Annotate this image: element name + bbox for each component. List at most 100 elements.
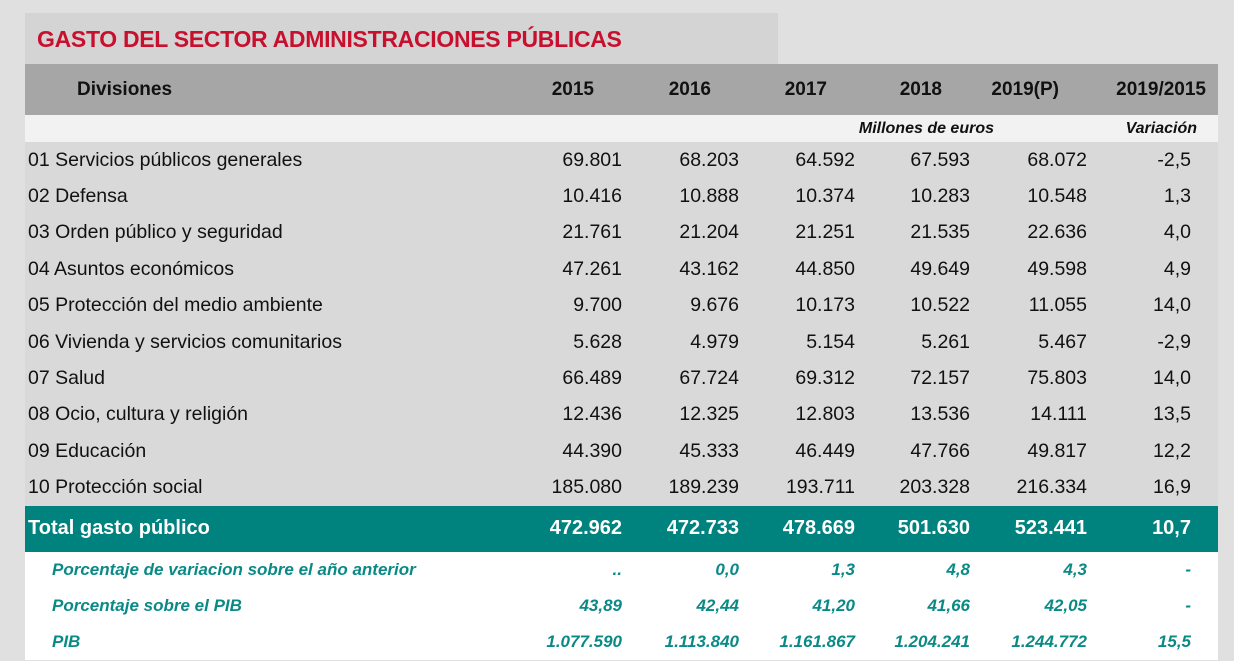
row-value: 472.962	[530, 505, 622, 552]
row-value: 5.467	[970, 323, 1087, 361]
row-label: 02 Defensa	[25, 178, 530, 215]
row-label: 05 Protección del medio ambiente	[25, 287, 530, 324]
row-value: 42,44	[622, 587, 739, 624]
row-value: 13.536	[855, 396, 970, 434]
header-col: 2017	[739, 64, 855, 115]
row-value: 21.761	[530, 214, 622, 252]
row-value: -2,9	[1087, 323, 1218, 361]
row-value: 69.801	[530, 142, 622, 179]
row-value: 10,7	[1087, 505, 1218, 552]
row-value: 1.244.772	[970, 623, 1087, 660]
row-value: -	[1087, 587, 1218, 624]
row-label: Porcentaje de variacion sobre el año ant…	[25, 551, 530, 588]
header-col: 2019/2015	[1087, 64, 1218, 115]
row-value: 49.817	[970, 433, 1087, 470]
row-value: 472.733	[622, 505, 739, 552]
row-value: 16,9	[1087, 469, 1218, 506]
table-row: 01 Servicios públicos generales 69.801 68.…	[25, 142, 1218, 179]
header-row: Divisiones 2015 2016 2017 2018 2019(P) 2019/20…	[25, 64, 1218, 115]
row-label: 07 Salud	[25, 360, 530, 397]
header-col: 2019(P)	[970, 64, 1087, 115]
row-value: 189.239	[622, 469, 739, 506]
row-label: PIB	[25, 623, 530, 660]
row-value: 21.535	[855, 214, 970, 252]
footer-row: Porcentaje sobre el PIB 43,89 42,44 41,20 41…	[25, 587, 1218, 624]
row-value: 75.803	[970, 360, 1087, 397]
row-label: 10 Protección social	[25, 469, 530, 506]
row-value: 5.628	[530, 323, 622, 361]
row-value: 5.154	[739, 323, 855, 361]
row-value: 10.374	[739, 178, 855, 215]
table-row: 03 Orden público y seguridad 21.761 21.204…	[25, 214, 1218, 252]
row-value: 10.416	[530, 178, 622, 215]
header-col: 2015	[530, 64, 622, 115]
row-value: 72.157	[855, 360, 970, 397]
row-value: 12.436	[530, 396, 622, 434]
row-value: 44.850	[739, 251, 855, 288]
row-value: 67.724	[622, 360, 739, 397]
row-value: 501.630	[855, 505, 970, 552]
row-value: 0,0	[622, 551, 739, 588]
row-value: 9.700	[530, 287, 622, 324]
units-row: Millones de euros Variación	[25, 115, 1218, 142]
row-value: 12.325	[622, 396, 739, 434]
row-value: 13,5	[1087, 396, 1218, 434]
row-label: Porcentaje sobre el PIB	[25, 587, 530, 624]
row-value: 193.711	[739, 469, 855, 506]
row-value: 15,5	[1087, 623, 1218, 660]
row-value: 11.055	[970, 287, 1087, 324]
table-row: 09 Educación 44.390 45.333 46.449 47.766 49.8…	[25, 433, 1218, 470]
expenditure-table: Divisiones 2015 2016 2017 2018 2019(P) 2019/20…	[25, 64, 1218, 660]
row-label: 04 Asuntos económicos	[25, 251, 530, 288]
row-value: 47.261	[530, 251, 622, 288]
row-value: 45.333	[622, 433, 739, 470]
row-value: 64.592	[739, 142, 855, 179]
page-title: GASTO DEL SECTOR ADMINISTRACIONES PÚBLIC…	[37, 26, 622, 52]
row-value: 5.261	[855, 323, 970, 361]
row-value: 14,0	[1087, 360, 1218, 397]
row-value: 1.077.590	[530, 623, 622, 660]
table-row: 04 Asuntos económicos 47.261 43.162 44.850 4…	[25, 251, 1218, 288]
row-value: 4,8	[855, 551, 970, 588]
footer-row: PIB 1.077.590 1.113.840 1.161.867 1.204.241 1…	[25, 623, 1218, 660]
table-row: 05 Protección del medio ambiente 9.700 9.6…	[25, 287, 1218, 324]
table-row: 06 Vivienda y servicios comunitarios 5.62…	[25, 323, 1218, 361]
row-value: 46.449	[739, 433, 855, 470]
row-value: 4.979	[622, 323, 739, 361]
row-value: 9.676	[622, 287, 739, 324]
row-label: 08 Ocio, cultura y religión	[25, 396, 530, 434]
row-value: 10.888	[622, 178, 739, 215]
row-value: -2,5	[1087, 142, 1218, 179]
header-col: 2016	[622, 64, 739, 115]
row-value: 44.390	[530, 433, 622, 470]
row-value: 523.441	[970, 505, 1087, 552]
row-value: 47.766	[855, 433, 970, 470]
row-value: 4,3	[970, 551, 1087, 588]
title-box: GASTO DEL SECTOR ADMINISTRACIONES PÚBLIC…	[25, 13, 778, 64]
row-value: 41,20	[739, 587, 855, 624]
row-label: 06 Vivienda y servicios comunitarios	[25, 323, 530, 361]
row-label: 03 Orden público y seguridad	[25, 214, 530, 252]
table-row: 08 Ocio, cultura y religión 12.436 12.325 1…	[25, 396, 1218, 434]
row-value: 1,3	[739, 551, 855, 588]
header-divisiones: Divisiones	[25, 64, 530, 115]
row-value: 4,0	[1087, 214, 1218, 252]
row-value: 49.598	[970, 251, 1087, 288]
row-value: ..	[530, 551, 622, 588]
row-value: 185.080	[530, 469, 622, 506]
row-value: 43,89	[530, 587, 622, 624]
row-value: 66.489	[530, 360, 622, 397]
row-value: 21.204	[622, 214, 739, 252]
units-label: Millones de euros	[530, 115, 1087, 142]
row-value: 10.283	[855, 178, 970, 215]
row-value: 21.251	[739, 214, 855, 252]
row-value: 10.522	[855, 287, 970, 324]
row-label: 09 Educación	[25, 433, 530, 470]
row-label: 01 Servicios públicos generales	[25, 142, 530, 179]
row-value: 68.203	[622, 142, 739, 179]
row-value: 1,3	[1087, 178, 1218, 215]
table-row: 10 Protección social 185.080 189.239 193.71…	[25, 469, 1218, 506]
row-value: 478.669	[739, 505, 855, 552]
row-value: 203.328	[855, 469, 970, 506]
row-value: 12.803	[739, 396, 855, 434]
